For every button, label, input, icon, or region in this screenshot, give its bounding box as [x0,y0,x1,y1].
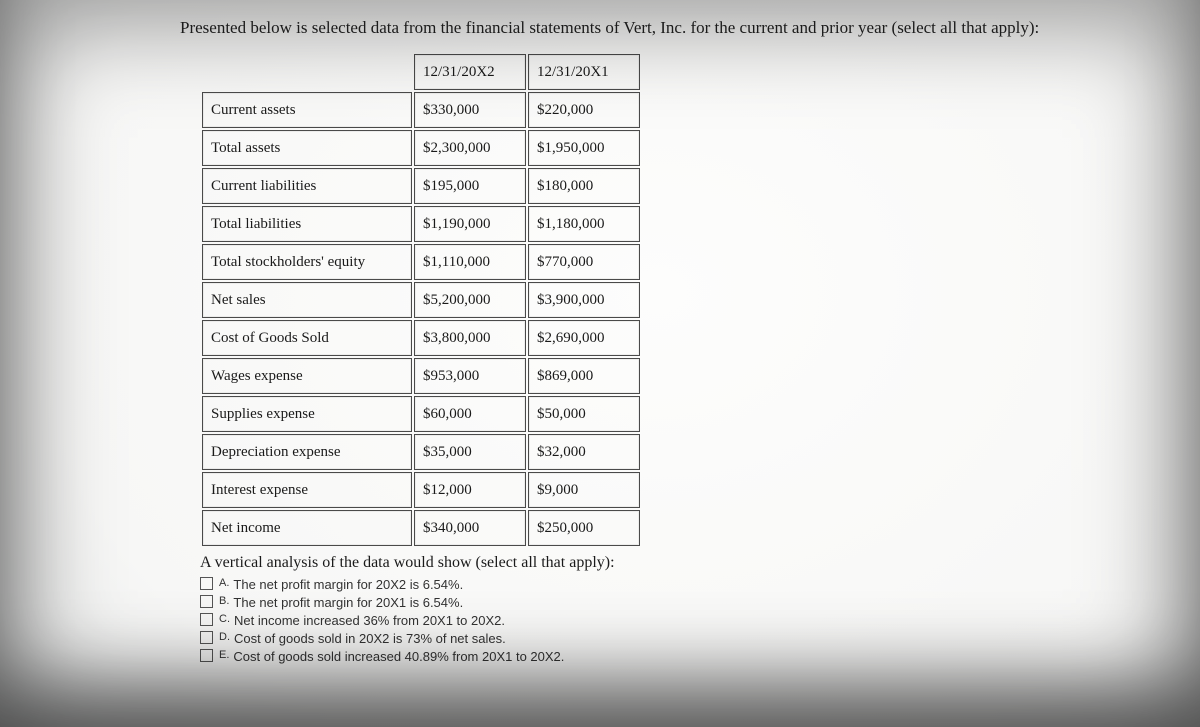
option-letter: B. [219,595,229,607]
row-label: Total stockholders' equity [202,244,412,280]
option-b[interactable]: B. The net profit margin for 20X1 is 6.5… [200,594,1160,610]
table-header-blank [202,54,412,90]
row-label: Interest expense [202,472,412,508]
table-row: Current assets $330,000 $220,000 [202,92,640,128]
table-row: Current liabilities $195,000 $180,000 [202,168,640,204]
table-row: Total stockholders' equity $1,110,000 $7… [202,244,640,280]
row-label: Total liabilities [202,206,412,242]
option-text: Net income increased 36% from 20X1 to 20… [234,613,505,628]
row-label: Wages expense [202,358,412,394]
options-list: A. The net profit margin for 20X2 is 6.5… [200,576,1160,664]
row-x2: $5,200,000 [414,282,526,318]
row-label: Depreciation expense [202,434,412,470]
table-row: Total liabilities $1,190,000 $1,180,000 [202,206,640,242]
checkbox-icon[interactable] [200,631,213,644]
row-x2: $2,300,000 [414,130,526,166]
row-x1: $1,180,000 [528,206,640,242]
row-x1: $32,000 [528,434,640,470]
table-row: Net income $340,000 $250,000 [202,510,640,546]
row-label: Total assets [202,130,412,166]
row-x2: $1,190,000 [414,206,526,242]
option-text: The net profit margin for 20X2 is 6.54%. [233,577,463,592]
row-x2: $340,000 [414,510,526,546]
row-label: Net income [202,510,412,546]
row-x2: $195,000 [414,168,526,204]
analysis-block: A vertical analysis of the data would sh… [200,554,1160,664]
table-header-row: 12/31/20X2 12/31/20X1 [202,54,640,90]
row-label: Current liabilities [202,168,412,204]
table-row: Net sales $5,200,000 $3,900,000 [202,282,640,318]
checkbox-icon[interactable] [200,577,213,590]
option-c[interactable]: C. Net income increased 36% from 20X1 to… [200,612,1160,628]
row-x2: $3,800,000 [414,320,526,356]
row-x1: $50,000 [528,396,640,432]
question-page: Presented below is selected data from th… [0,0,1200,727]
option-letter: D. [219,631,230,643]
table-row: Total assets $2,300,000 $1,950,000 [202,130,640,166]
checkbox-icon[interactable] [200,649,213,662]
row-x2: $60,000 [414,396,526,432]
row-label: Net sales [202,282,412,318]
option-text: Cost of goods sold increased 40.89% from… [233,649,564,664]
option-letter: A. [219,577,229,589]
option-a[interactable]: A. The net profit margin for 20X2 is 6.5… [200,576,1160,592]
row-x2: $12,000 [414,472,526,508]
option-text: The net profit margin for 20X1 is 6.54%. [233,595,463,610]
analysis-lead: A vertical analysis of the data would sh… [200,554,1160,572]
row-x1: $770,000 [528,244,640,280]
option-letter: E. [219,649,229,661]
table-row: Cost of Goods Sold $3,800,000 $2,690,000 [202,320,640,356]
question-prompt: Presented below is selected data from th… [180,18,1160,38]
row-x2: $330,000 [414,92,526,128]
table-header-x1: 12/31/20X1 [528,54,640,90]
row-x1: $869,000 [528,358,640,394]
row-x1: $220,000 [528,92,640,128]
option-d[interactable]: D. Cost of goods sold in 20X2 is 73% of … [200,630,1160,646]
row-x1: $3,900,000 [528,282,640,318]
row-x1: $180,000 [528,168,640,204]
row-x1: $9,000 [528,472,640,508]
checkbox-icon[interactable] [200,595,213,608]
option-text: Cost of goods sold in 20X2 is 73% of net… [234,631,506,646]
row-x1: $250,000 [528,510,640,546]
checkbox-icon[interactable] [200,613,213,626]
row-x2: $953,000 [414,358,526,394]
row-label: Cost of Goods Sold [202,320,412,356]
table-header-x2: 12/31/20X2 [414,54,526,90]
row-label: Current assets [202,92,412,128]
table-row: Supplies expense $60,000 $50,000 [202,396,640,432]
table-row: Depreciation expense $35,000 $32,000 [202,434,640,470]
row-x1: $1,950,000 [528,130,640,166]
row-x2: $1,110,000 [414,244,526,280]
row-x1: $2,690,000 [528,320,640,356]
row-label: Supplies expense [202,396,412,432]
financial-table: 12/31/20X2 12/31/20X1 Current assets $33… [200,52,642,548]
option-e[interactable]: E. Cost of goods sold increased 40.89% f… [200,648,1160,664]
option-letter: C. [219,613,230,625]
table-row: Interest expense $12,000 $9,000 [202,472,640,508]
table-row: Wages expense $953,000 $869,000 [202,358,640,394]
row-x2: $35,000 [414,434,526,470]
